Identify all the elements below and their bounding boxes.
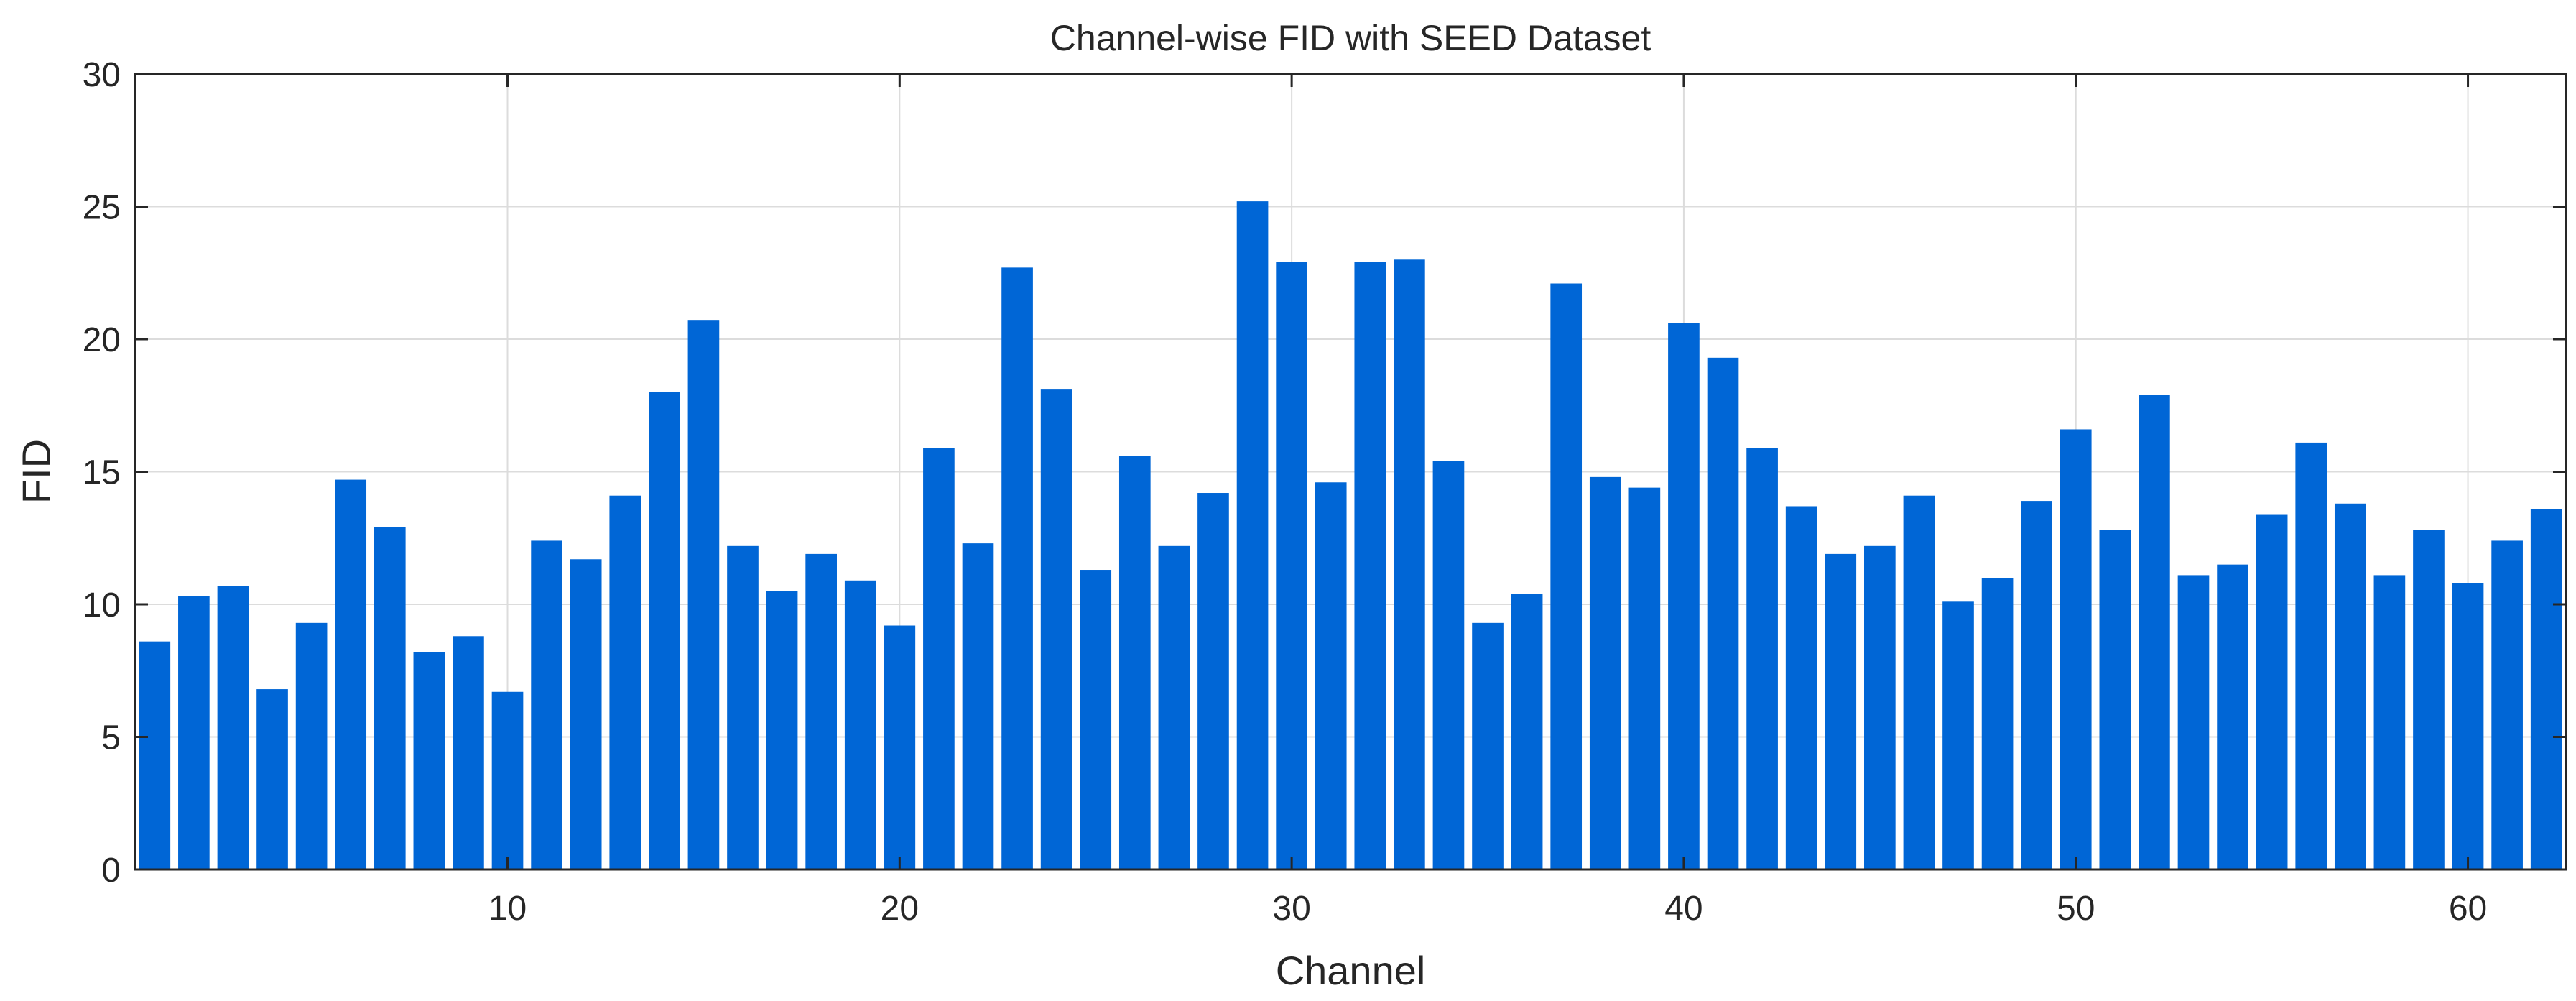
bar-channel-6 [335, 479, 367, 869]
bar-channel-24 [1040, 389, 1072, 869]
x-tick-label: 60 [2449, 890, 2487, 928]
bar-channel-34 [1432, 461, 1465, 869]
bar-channel-60 [2452, 583, 2484, 869]
bar-channel-17 [766, 591, 798, 869]
y-tick-label: 10 [83, 586, 121, 624]
bar-channel-35 [1472, 622, 1504, 869]
bar-channel-55 [2256, 514, 2288, 869]
bar-channel-23 [1001, 267, 1033, 869]
bar-channel-37 [1550, 283, 1583, 869]
bar-channel-48 [1981, 578, 2014, 869]
bar-channel-42 [1746, 448, 1778, 869]
bar-channel-31 [1315, 482, 1347, 869]
bar-channel-25 [1080, 570, 1112, 869]
bar-channel-52 [2139, 395, 2170, 869]
bar-channel-30 [1276, 262, 1307, 869]
bar-channel-8 [413, 652, 445, 869]
bar-channel-14 [649, 392, 680, 869]
y-tick-label: 30 [83, 56, 121, 94]
bar-channel-3 [217, 586, 249, 869]
x-tick-label: 10 [488, 890, 527, 928]
bar-channel-29 [1236, 201, 1269, 869]
bar-channel-28 [1197, 493, 1229, 869]
bar-channel-43 [1785, 506, 1817, 869]
bar-channel-7 [374, 527, 406, 869]
bar-channel-1 [139, 641, 171, 869]
bar-channel-53 [2177, 575, 2210, 869]
bar-channel-19 [844, 580, 876, 869]
y-tick-label: 15 [83, 454, 121, 492]
bar-channel-21 [923, 448, 955, 869]
bar-channel-26 [1118, 456, 1151, 869]
bar-channel-44 [1825, 553, 1857, 869]
bar-channel-47 [1942, 601, 1974, 869]
bar-channel-12 [570, 559, 602, 869]
x-axis-label: Channel [1276, 948, 1426, 993]
bars [139, 201, 2562, 870]
bar-channel-10 [491, 691, 524, 869]
bar-channel-59 [2413, 530, 2445, 869]
bar-channel-13 [609, 495, 641, 869]
bar-channel-57 [2334, 503, 2366, 869]
bar-channel-9 [453, 636, 484, 869]
bar-channel-46 [1903, 495, 1935, 869]
bar-channel-20 [884, 625, 916, 869]
bar-channel-22 [962, 543, 994, 869]
chart-title: Channel-wise FID with SEED Dataset [1050, 18, 1651, 58]
bar-channel-49 [2021, 501, 2052, 869]
bar-channel-32 [1354, 262, 1386, 869]
bar-channel-16 [727, 545, 759, 869]
bar-channel-11 [531, 540, 562, 869]
bar-channel-45 [1864, 545, 1896, 869]
x-tick-label: 50 [2057, 890, 2095, 928]
y-tick-label: 0 [101, 852, 121, 890]
bar-channel-39 [1628, 487, 1661, 869]
bar-channel-38 [1589, 476, 1621, 869]
x-tick-label: 20 [881, 890, 919, 928]
ticks: 10 20 30 40 50 60 0 5 10 15 20 25 30 [83, 56, 2566, 928]
y-tick-label: 25 [83, 189, 121, 227]
bar-channel-2 [178, 596, 210, 869]
bar-channel-15 [687, 320, 720, 869]
bar-channel-56 [2295, 442, 2327, 869]
bar-channel-4 [256, 689, 288, 869]
y-tick-label: 20 [83, 321, 121, 359]
bar-channel-41 [1707, 357, 1739, 870]
bar-channel-40 [1668, 323, 1700, 869]
bar-channel-61 [2491, 540, 2523, 869]
bar-channel-33 [1394, 259, 1425, 869]
bar-channel-5 [295, 622, 328, 869]
bar-channel-51 [2099, 530, 2131, 869]
bar-channel-36 [1511, 594, 1543, 869]
y-axis-label: FID [14, 439, 59, 504]
x-tick-label: 40 [1664, 890, 1702, 928]
bar-channel-18 [805, 553, 837, 869]
bar-channel-50 [2060, 429, 2092, 869]
x-tick-label: 30 [1272, 890, 1310, 928]
bar-channel-58 [2373, 575, 2406, 869]
y-tick-label: 5 [101, 719, 121, 757]
bar-channel-54 [2217, 564, 2248, 869]
bar-channel-27 [1158, 545, 1190, 869]
bar-channel-62 [2530, 509, 2562, 869]
